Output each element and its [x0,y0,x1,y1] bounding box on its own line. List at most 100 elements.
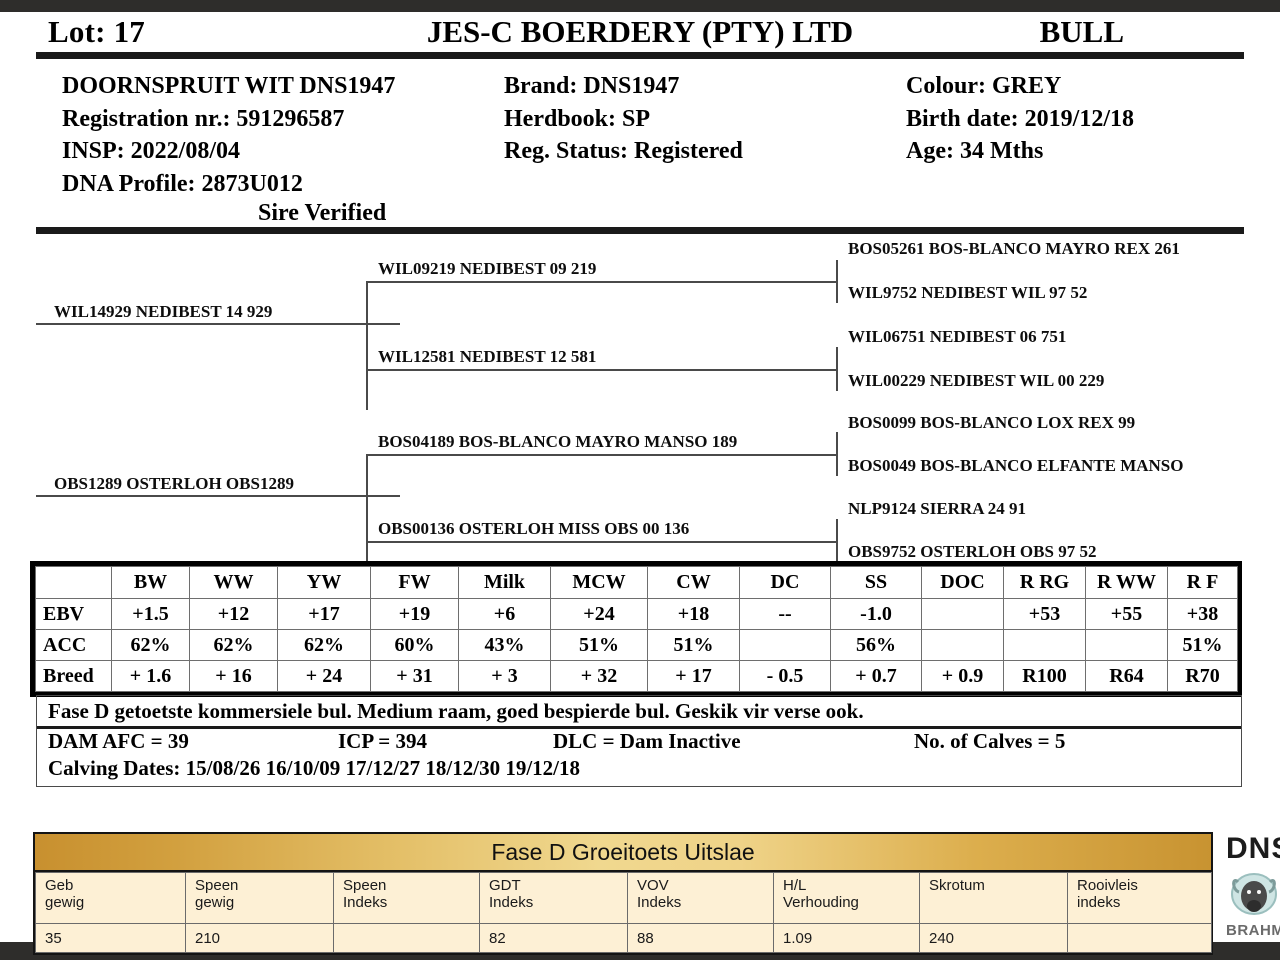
ebv-cell: -- [739,598,831,630]
divider-top [36,50,1244,61]
ebv-table: BW WW YW FW Milk MCW CW DC SS DOC R RG R WW R F EBV +1… [35,566,1238,692]
fase-col-header: GDT Indeks [479,872,628,924]
ebv-col-header: Milk [458,566,551,599]
fase-d-table: Geb gewig Speen gewig Speen Indeks GDT Indeks VO… [35,872,1212,953]
ebv-cell: 60% [370,629,459,661]
ebv-cell: +17 [277,598,371,630]
pedigree-dam-sire-sire: BOS0099 BOS-BLANCO LOX REX 99 [848,413,1136,432]
ebv-cell: R100 [1003,660,1086,692]
ebv-cell: +38 [1167,598,1238,630]
dam-stats-row: DAM AFC = 39 ICP = 394 DLC = Dam Inactiv… [48,729,1228,757]
ebv-col-header: CW [647,566,740,599]
ebv-cell: 51% [550,629,648,661]
ebv-col-header: DOC [921,566,1004,599]
herdbook: Herdbook: SP [504,105,651,132]
identity-block: DOORNSPRUIT WIT DNS1947 Registration nr.… [36,70,1244,226]
pedigree-sire-sire-dam: WIL9752 NEDIBEST WIL 97 52 [848,283,1088,302]
ebv-cell: 62% [277,629,371,661]
ebv-cell: 62% [111,629,190,661]
ebv-cell: 51% [1167,629,1238,661]
ebv-cell: + 16 [189,660,278,692]
pedigree-sire-dam-sire: WIL06751 NEDIBEST 06 751 [848,327,1067,346]
animal-sex: BULL [1039,14,1124,49]
table-header-row: Geb gewig Speen gewig Speen Indeks GDT Indeks VO… [35,872,1212,924]
ebv-cell: + 3 [458,660,551,692]
notes-divider [37,726,1241,729]
table-row: 35 210 82 88 1.09 240 [35,923,1212,953]
pedigree-sire-sire: WIL09219 NEDIBEST 09 219 [378,259,597,278]
ebv-col-header [35,566,112,599]
pedigree-chart: WIL14929 NEDIBEST 14 929 OBS1289 OSTERLO… [36,234,1244,582]
inspection-date: INSP: 2022/08/04 [62,138,241,164]
fase-d-header-bar: Fase D Groeitoets Uitslae [35,834,1211,872]
ebv-cell [1085,629,1168,661]
dna-profile: DNA Profile: 2873U012 [62,170,303,197]
pedigree-rule-sire [36,323,366,325]
pedigree-dam-dam-sire: NLP9124 SIERRA 24 91 [848,499,1027,518]
ebv-cell: 51% [647,629,740,661]
pedigree-sire-sire-sire: BOS05261 BOS-BLANCO MAYRO REX 261 [848,239,1180,258]
brahman-logo: DNS BRAHMAN [1222,830,1280,948]
pedigree-rule-dam-dam [366,541,836,543]
ebv-cell [921,629,1004,661]
fase-cell: 210 [185,923,334,953]
pedigree-bracket-dd [836,519,838,563]
comment-text: Fase D getoetste kommersiele bul. Medium… [48,699,864,723]
table-row: EBV +1.5 +12 +17 +19 +6 +24 +18 -- -1.0 +53 +55 +38 [35,598,1238,630]
divider-pedigree [36,225,1244,236]
ebv-col-header: SS [830,566,922,599]
ebv-cell: + 24 [277,660,371,692]
ebv-cell: +19 [370,598,459,630]
ebv-cell: 43% [458,629,551,661]
fase-cell: 240 [919,923,1068,953]
ebv-cell: + 1.6 [111,660,190,692]
fase-cell: 1.09 [773,923,920,953]
ebv-cell: + 32 [550,660,648,692]
farm-name: JES-C BOERDERY (PTY) LTD [426,14,854,49]
ebv-cell: R64 [1085,660,1168,692]
ebv-cell: + 31 [370,660,459,692]
ebv-cell: 62% [189,629,278,661]
fase-cell [1067,923,1212,953]
pedigree-rule-dam-sire [366,454,836,456]
age: Age: 34 Mths [906,138,1044,164]
animal-name: DOORNSPRUIT WIT DNS1947 [62,73,396,99]
ebv-cell: R70 [1167,660,1238,692]
ebv-cell: +24 [550,598,648,630]
ebv-cell: +6 [458,598,551,630]
fase-cell: 35 [35,923,186,953]
dam-afc: DAM AFC = 39 [48,729,189,753]
registration-number: Registration nr.: 591296587 [62,105,345,132]
ebv-col-header: FW [370,566,459,599]
fase-col-header: Speen gewig [185,872,334,924]
pedigree-dam-dam: OBS00136 OSTERLOH MISS OBS 00 136 [378,519,690,538]
ebv-col-header: BW [111,566,190,599]
ebv-cell: +1.5 [111,598,190,630]
bull-head-icon [1231,873,1277,915]
pedigree-bracket-sire [366,282,368,410]
ebv-cell: +55 [1085,598,1168,630]
pedigree-sire-dam-dam: WIL00229 NEDIBEST WIL 00 229 [848,371,1105,390]
calving-dates: Calving Dates: 15/08/26 16/10/09 17/12/2… [48,756,581,780]
ebv-col-header: YW [277,566,371,599]
logo-name: DNS [1226,832,1280,865]
ebv-col-header: MCW [550,566,648,599]
fase-col-header: Speen Indeks [333,872,480,924]
pedigree-dam-sire-dam: BOS0049 BOS-BLANCO ELFANTE MANSO [848,456,1184,475]
pedigree-bracket-ss [836,260,838,303]
fase-cell: 82 [479,923,628,953]
ebv-cell [739,629,831,661]
icp-value: ICP = 394 [338,729,427,753]
pedigree-sire-dam: WIL12581 NEDIBEST 12 581 [378,347,597,366]
ebv-col-header: DC [739,566,831,599]
fase-col-header: Geb gewig [35,872,186,924]
pedigree-bracket-sd [836,347,838,391]
fase-col-header: H/L Verhouding [773,872,920,924]
ebv-cell: + 17 [647,660,740,692]
lot-number: Lot: 17 [48,14,145,49]
colour: Colour: GREY [906,73,1062,99]
table-row: ACC 62% 62% 62% 60% 43% 51% 51% 56% 51% [35,629,1238,661]
identity-column-left: DOORNSPRUIT WIT DNS1947 Registration nr.… [62,70,395,200]
pedigree-rule-sire-dam [366,369,836,371]
ebv-cell: + 0.9 [921,660,1004,692]
